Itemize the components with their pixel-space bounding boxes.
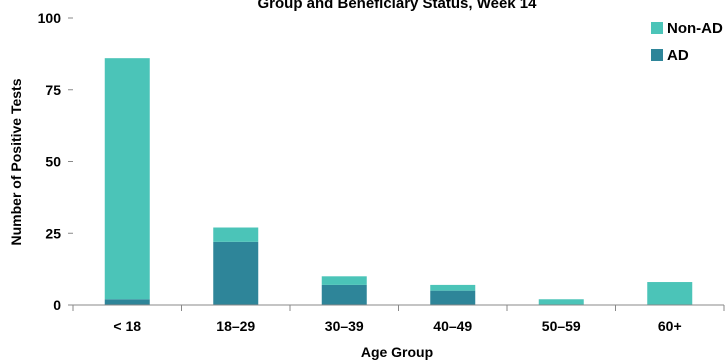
y-tick-label: 100 xyxy=(38,10,62,26)
legend: Non-AD AD xyxy=(651,20,723,64)
bar-non-ad xyxy=(647,282,693,305)
x-tick-label: < 18 xyxy=(113,318,141,334)
x-axis-label: Age Group xyxy=(361,344,433,360)
bar-non-ad xyxy=(104,58,150,300)
bar-non-ad xyxy=(538,299,584,305)
legend-label: AD xyxy=(667,47,689,64)
legend-swatch xyxy=(651,22,663,34)
legend-swatch xyxy=(651,49,663,61)
bar-non-ad xyxy=(321,276,367,285)
bar-non-ad xyxy=(430,284,476,291)
x-tick-label: 18–29 xyxy=(216,318,255,334)
bar-ad xyxy=(430,290,476,305)
bar-ad xyxy=(213,241,259,305)
x-axis: < 18 18–29 30–39 40–49 50–59 60+ xyxy=(72,304,725,334)
y-tick-label: 75 xyxy=(45,82,61,98)
y-axis-label: Number of Positive Tests xyxy=(8,78,24,245)
chart-title: Group and Beneficiary Status, Week 14 xyxy=(258,0,538,12)
y-tick-label: 50 xyxy=(45,154,61,170)
bars xyxy=(104,58,693,305)
bar-ad xyxy=(104,299,150,305)
y-axis: 0 25 50 75 100 xyxy=(38,10,73,313)
legend-label: Non-AD xyxy=(667,20,723,37)
x-tick-label: 40–49 xyxy=(433,318,472,334)
y-tick-label: 25 xyxy=(45,225,61,241)
bar-ad xyxy=(321,284,367,305)
x-tick-label: 30–39 xyxy=(325,318,364,334)
x-tick-label: 50–59 xyxy=(542,318,581,334)
y-tick-label: 0 xyxy=(53,297,61,313)
x-tick-label: 60+ xyxy=(658,318,682,334)
bar-non-ad xyxy=(213,227,259,242)
